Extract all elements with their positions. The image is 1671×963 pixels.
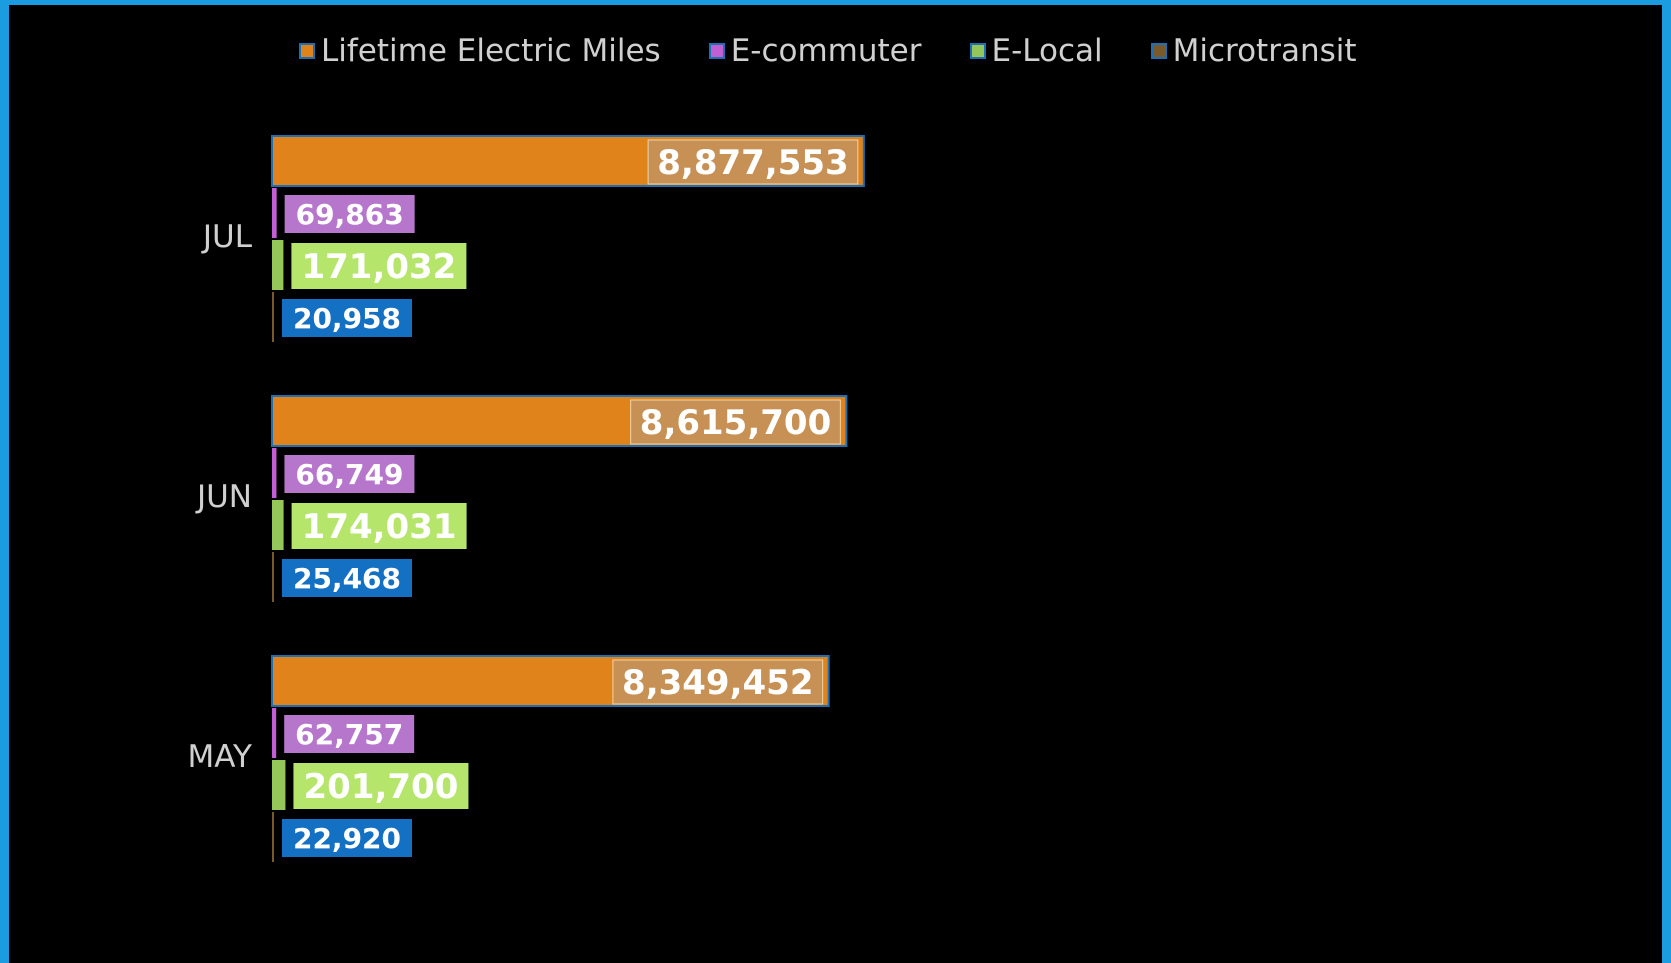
data-label-bg-jun-series-0: [630, 399, 841, 445]
data-label-may-series-2: 201,700: [304, 767, 459, 807]
legend-label-lifetime: Lifetime Electric Miles: [321, 33, 661, 69]
category-label-may: MAY: [188, 739, 253, 775]
data-label-jul-series-0: 8,877,553: [657, 143, 848, 183]
bar-jul-series-1: [272, 188, 277, 238]
data-label-bg-jul-series-1: [284, 195, 415, 233]
bar-jul-series-2: [272, 240, 284, 290]
data-label-jun-series-3: 25,468: [293, 562, 401, 595]
data-label-bg-jun-series-1: [284, 455, 415, 493]
data-label-bg-jul-series-2: [291, 243, 467, 289]
data-label-jul-series-3: 20,958: [293, 302, 401, 335]
category-label-jun: JUN: [195, 479, 252, 515]
bar-may-series-1: [272, 708, 277, 758]
legend-label-elocal: E-Local: [991, 33, 1103, 69]
bar-may-series-2: [272, 760, 286, 810]
data-label-bg-jun-series-2: [291, 503, 467, 549]
data-label-jun-series-1: 66,749: [295, 458, 403, 491]
legend-swatch-ecommuter: [708, 43, 725, 59]
data-label-bg-jul-series-3: [282, 299, 412, 337]
data-label-bg-may-series-0: [612, 659, 824, 705]
data-label-bg-jun-series-3: [282, 559, 412, 597]
legend-swatch-microtransit: [1150, 43, 1167, 59]
data-label-jul-series-2: 171,032: [301, 247, 456, 287]
bar-jun-series-1: [272, 448, 277, 498]
bar-jun-series-2: [272, 500, 284, 550]
data-label-may-series-3: 22,920: [293, 822, 401, 855]
data-label-may-series-1: 62,757: [295, 718, 403, 751]
data-label-bg-may-series-1: [284, 715, 415, 753]
chart-legend: Lifetime Electric Miles E-commuter E-Loc…: [299, 33, 1357, 69]
legend-label-ecommuter: E-commuter: [730, 33, 922, 69]
data-label-jun-series-2: 174,031: [302, 507, 457, 547]
legend-swatch-elocal: [969, 43, 986, 59]
data-label-bg-may-series-3: [282, 819, 412, 857]
data-label-jun-series-0: 8,615,700: [640, 403, 831, 443]
legend-item-ecommuter: E-commuter: [708, 33, 922, 69]
legend-swatch-lifetime: [299, 43, 315, 59]
legend-item-lifetime: Lifetime Electric Miles: [299, 33, 661, 69]
legend-item-elocal: E-Local: [969, 33, 1103, 69]
bar-jun-series-3: [272, 552, 274, 602]
bar-chart-svg: JUL 8,877,553 69,863 171,032 20,958 JUN 8,615,…: [188, 135, 865, 862]
data-label-bg-may-series-2: [293, 763, 469, 809]
data-label-bg-jul-series-0: [647, 139, 859, 185]
data-label-may-series-0: 8,349,452: [622, 663, 813, 703]
bar-jul-series-3: [272, 292, 274, 342]
legend-item-microtransit: Microtransit: [1150, 33, 1357, 69]
category-label-jul: JUL: [201, 219, 253, 255]
bar-may-series-3: [272, 812, 274, 862]
data-label-jul-series-1: 69,863: [296, 198, 404, 231]
legend-label-microtransit: Microtransit: [1172, 33, 1357, 69]
